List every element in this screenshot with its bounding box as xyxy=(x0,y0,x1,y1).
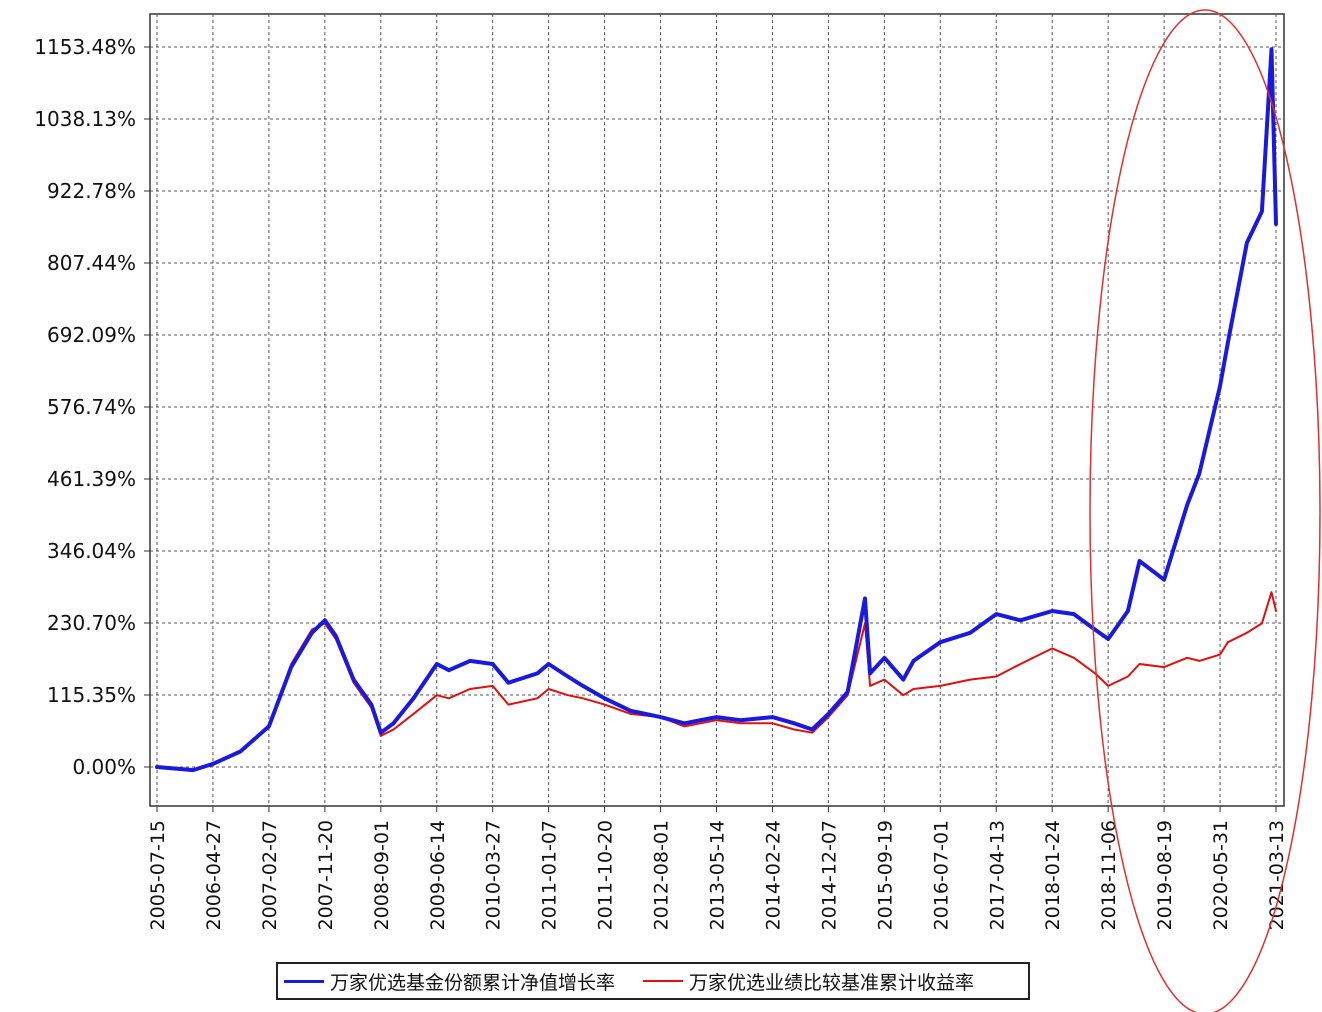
y-tick-label: 461.39% xyxy=(47,467,136,491)
x-tick-label: 2006-04-27 xyxy=(203,820,225,930)
x-tick-label: 2007-11-20 xyxy=(315,820,337,930)
legend-label-nav: 万家优选基金份额累计净值增长率 xyxy=(330,971,616,994)
legend: 万家优选基金份额累计净值增长率 万家优选业绩比较基准累计收益率 xyxy=(276,962,1030,1000)
gridlines xyxy=(150,14,1284,806)
x-tick-label: 2011-01-07 xyxy=(539,820,561,930)
x-tick-label: 2016-07-01 xyxy=(930,820,952,930)
y-tick-label: 115.35% xyxy=(47,683,136,707)
y-tick-label: 346.04% xyxy=(47,539,136,563)
x-tick-label: 2010-03-27 xyxy=(483,820,505,930)
x-tick-label: 2009-06-14 xyxy=(427,820,449,930)
legend-item-nav: 万家优选基金份额累计净值增长率 xyxy=(278,964,615,998)
legend-item-benchmark: 万家优选业绩比较基准累计收益率 xyxy=(637,964,974,998)
y-tick-label: 230.70% xyxy=(47,611,136,635)
x-tick-label: 2018-11-06 xyxy=(1098,820,1120,930)
legend-swatch-benchmark xyxy=(643,980,684,982)
y-tick-label: 692.09% xyxy=(47,323,136,347)
y-tick-label: 922.78% xyxy=(47,179,136,203)
series-line-nav xyxy=(155,47,1278,773)
x-tick-label: 2013-05-14 xyxy=(707,820,729,930)
x-tick-label: 2008-09-01 xyxy=(371,820,393,930)
y-tick-label: 807.44% xyxy=(47,251,136,275)
x-tick-label: 2018-01-24 xyxy=(1042,820,1064,930)
x-tick-label: 2020-05-31 xyxy=(1210,820,1232,930)
x-tick-label: 2014-02-24 xyxy=(762,820,784,930)
x-tick-label: 2019-08-19 xyxy=(1154,820,1176,930)
x-tick-label: 2014-12-07 xyxy=(818,820,840,930)
y-tick-label: 576.74% xyxy=(47,395,136,419)
y-tick-label: 1153.48% xyxy=(34,35,136,59)
x-tick-label: 2005-07-15 xyxy=(147,820,169,930)
x-tick-label: 2015-09-19 xyxy=(874,820,896,930)
y-axis: 0.00% 115.35% 230.70% 346.04% 461.39% 576.74%… xyxy=(34,35,150,779)
x-tick-label: 2007-02-07 xyxy=(259,820,281,930)
x-axis: 2005-07-15 2006-04-27 2007-02-07 2007-11-20… xyxy=(147,806,1288,930)
y-tick-label: 1038.13% xyxy=(34,107,136,131)
x-tick-label: 2021-03-13 xyxy=(1266,820,1288,930)
legend-label-benchmark: 万家优选业绩比较基准累计收益率 xyxy=(689,971,975,994)
highlight-ellipse xyxy=(1089,9,1321,1012)
y-tick-label: 0.00% xyxy=(72,755,136,779)
series-lines xyxy=(155,47,1278,773)
x-tick-label: 2017-04-13 xyxy=(986,820,1008,930)
legend-swatch-nav xyxy=(284,979,324,983)
x-tick-label: 2012-08-01 xyxy=(651,820,673,930)
x-tick-label: 2011-10-20 xyxy=(595,820,617,930)
